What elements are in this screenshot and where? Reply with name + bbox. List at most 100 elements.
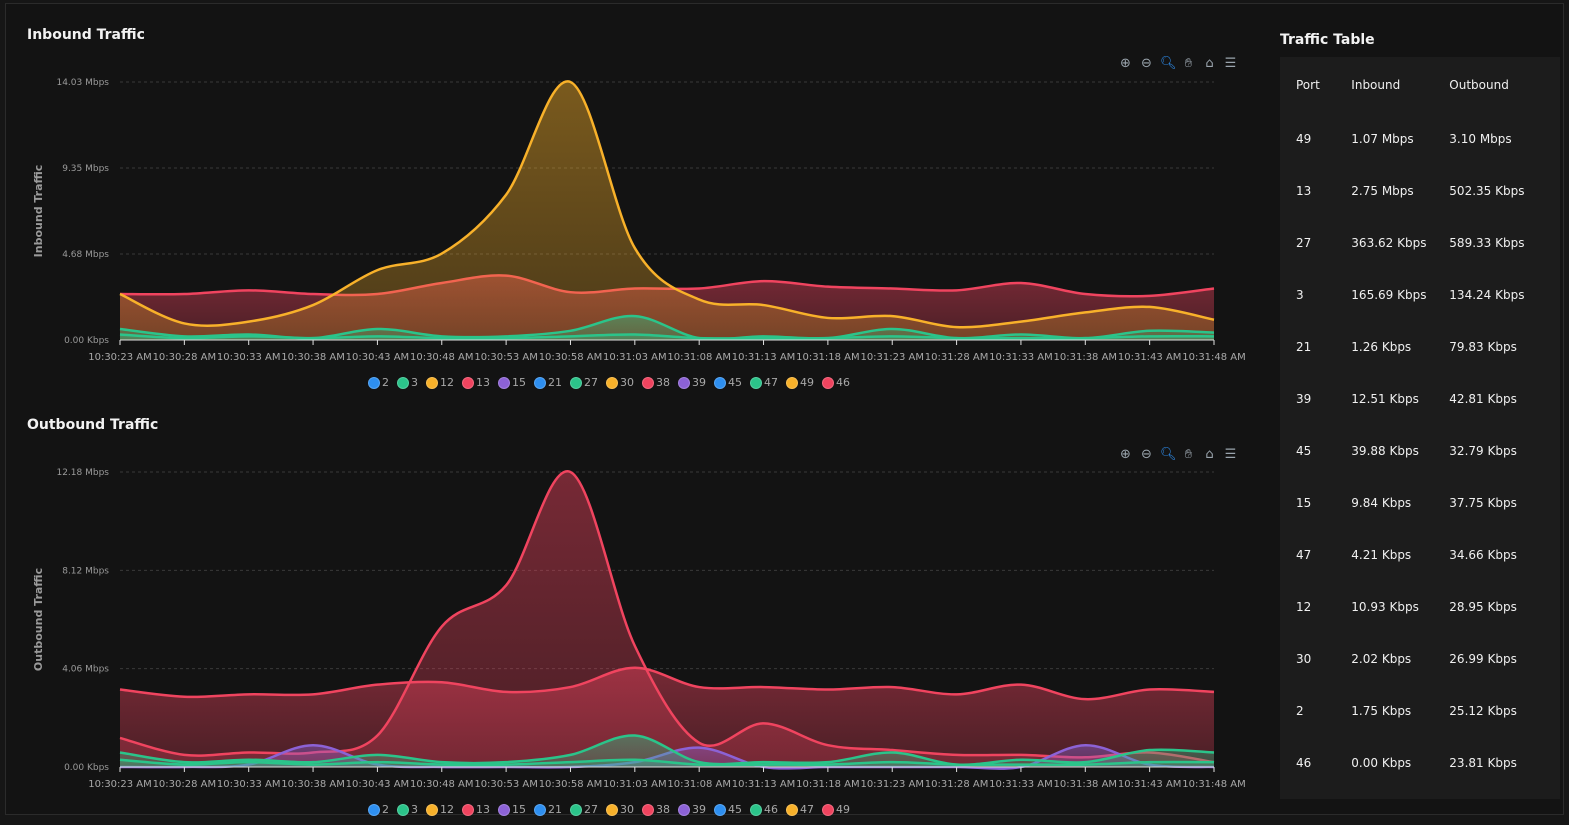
legend-item[interactable]: 45	[714, 376, 742, 389]
legend-item[interactable]: 39	[678, 376, 706, 389]
legend-item[interactable]: 46	[822, 376, 850, 389]
legend-label: 45	[728, 376, 742, 389]
legend-item[interactable]: 45	[714, 803, 742, 816]
series-line-3[interactable]	[119, 758, 1215, 767]
zoom-in-icon[interactable]: ⊕	[1120, 56, 1131, 71]
x-tick-label: 10:31:23 AM	[860, 779, 924, 790]
port-cell: 2	[1296, 704, 1304, 718]
legend-label: 47	[764, 376, 778, 389]
y-tick-label: 8.12 Mbps	[62, 566, 109, 576]
legend-item[interactable]: 27	[570, 376, 598, 389]
legend-item[interactable]: 21	[534, 376, 562, 389]
legend-item[interactable]: 49	[822, 803, 850, 816]
legend-label: 27	[584, 376, 598, 389]
series-line-13[interactable]	[119, 666, 1215, 701]
x-tick-label: 10:30:43 AM	[346, 779, 410, 790]
zoom-selection-icon[interactable]: 🔍︎	[1160, 447, 1177, 462]
column-header-port[interactable]: Port	[1296, 78, 1320, 92]
series-line-3[interactable]	[119, 333, 1215, 340]
y-tick-label: 4.68 Mbps	[62, 250, 109, 260]
series-line-49[interactable]	[119, 80, 1215, 329]
legend-item[interactable]: 3	[397, 803, 418, 816]
y-tick-label: 0.00 Kbps	[64, 763, 109, 773]
legend-marker	[786, 803, 798, 816]
port-cell: 39	[1296, 392, 1312, 406]
x-tick-label: 10:31:28 AM	[925, 352, 989, 363]
column-header-inbound[interactable]: Inbound	[1351, 78, 1401, 92]
legend-item[interactable]: 12	[426, 376, 454, 389]
legend-item[interactable]: 13	[462, 803, 490, 816]
legend-item[interactable]: 13	[462, 376, 490, 389]
legend-item[interactable]: 3	[397, 376, 418, 389]
pan-hand-icon[interactable]: ✋︎	[1184, 56, 1193, 71]
outbound-cell: 502.35 Kbps	[1449, 184, 1525, 198]
menu-icon[interactable]: ☰	[1224, 56, 1237, 71]
inbound-cell: 363.62 Kbps	[1351, 236, 1427, 250]
legend-item[interactable]: 30	[606, 376, 634, 389]
legend-item[interactable]: 30	[606, 803, 634, 816]
zoom-out-icon[interactable]: ⊖	[1141, 56, 1152, 71]
y-tick-label: 9.35 Mbps	[62, 164, 109, 174]
legend-item[interactable]: 2	[368, 376, 389, 389]
outbound-chart-title: Outbound Traffic	[27, 417, 159, 433]
legend-label: 12	[440, 376, 454, 389]
x-tick-label: 10:30:48 AM	[410, 352, 474, 363]
legend-item[interactable]: 47	[786, 803, 814, 816]
home-icon[interactable]: ⌂	[1205, 56, 1214, 71]
table-row: 13 2.75 Mbps 502.35 Kbps	[1280, 165, 1560, 217]
zoom-out-icon[interactable]: ⊖	[1141, 447, 1152, 462]
x-tick-label: 10:31:13 AM	[732, 779, 796, 790]
menu-icon[interactable]: ☰	[1224, 447, 1237, 462]
home-icon[interactable]: ⌂	[1205, 447, 1214, 462]
port-cell: 46	[1296, 756, 1312, 770]
legend-item[interactable]: 15	[498, 376, 526, 389]
legend-marker	[462, 376, 474, 389]
port-cell: 30	[1296, 652, 1312, 666]
legend-item[interactable]: 27	[570, 803, 598, 816]
inbound-cell: 1.75 Kbps	[1351, 704, 1412, 718]
legend-item[interactable]: 15	[498, 803, 526, 816]
legend-marker	[642, 376, 654, 389]
x-tick-label: 10:31:18 AM	[796, 352, 860, 363]
x-tick-label: 10:31:03 AM	[603, 352, 667, 363]
legend-label: 46	[764, 803, 778, 816]
zoom-selection-icon[interactable]: 🔍︎	[1160, 56, 1177, 71]
legend-item[interactable]: 38	[642, 376, 670, 389]
table-row: 2 1.75 Kbps 25.12 Kbps	[1280, 685, 1560, 737]
x-tick-label: 10:30:53 AM	[474, 779, 538, 790]
outbound-cell: 23.81 Kbps	[1449, 756, 1517, 770]
legend-label: 39	[692, 803, 706, 816]
legend-marker	[606, 803, 618, 816]
table-row: 49 1.07 Mbps 3.10 Mbps	[1280, 113, 1560, 165]
legend-item[interactable]: 2	[368, 803, 389, 816]
outbound-cell: 32.79 Kbps	[1449, 444, 1517, 458]
legend-item[interactable]: 46	[750, 803, 778, 816]
port-cell: 15	[1296, 496, 1312, 510]
legend-marker	[534, 803, 546, 816]
legend-marker	[606, 376, 618, 389]
x-tick-label: 10:31:28 AM	[925, 779, 989, 790]
port-cell: 21	[1296, 340, 1312, 354]
x-tick-label: 10:30:33 AM	[217, 779, 281, 790]
pan-hand-icon[interactable]: ✋︎	[1184, 447, 1193, 462]
legend-label: 3	[411, 376, 418, 389]
port-cell: 27	[1296, 236, 1312, 250]
legend-item[interactable]: 47	[750, 376, 778, 389]
legend-item[interactable]: 49	[786, 376, 814, 389]
zoom-in-icon[interactable]: ⊕	[1120, 447, 1131, 462]
y-tick-label: 14.03 Mbps	[56, 78, 109, 88]
legend-item[interactable]: 39	[678, 803, 706, 816]
x-tick-label: 10:31:38 AM	[1054, 352, 1118, 363]
series-area-27	[120, 316, 1214, 340]
column-header-outbound[interactable]: Outbound	[1449, 78, 1509, 92]
series-line-27[interactable]	[119, 734, 1215, 766]
outbound-cell: 37.75 Kbps	[1449, 496, 1517, 510]
table-header-row: Port Inbound Outbound	[1280, 57, 1560, 113]
legend-marker	[426, 376, 438, 389]
legend-marker	[822, 376, 834, 389]
legend-item[interactable]: 21	[534, 803, 562, 816]
port-cell: 45	[1296, 444, 1312, 458]
legend-item[interactable]: 12	[426, 803, 454, 816]
legend-marker	[368, 376, 380, 389]
legend-item[interactable]: 38	[642, 803, 670, 816]
